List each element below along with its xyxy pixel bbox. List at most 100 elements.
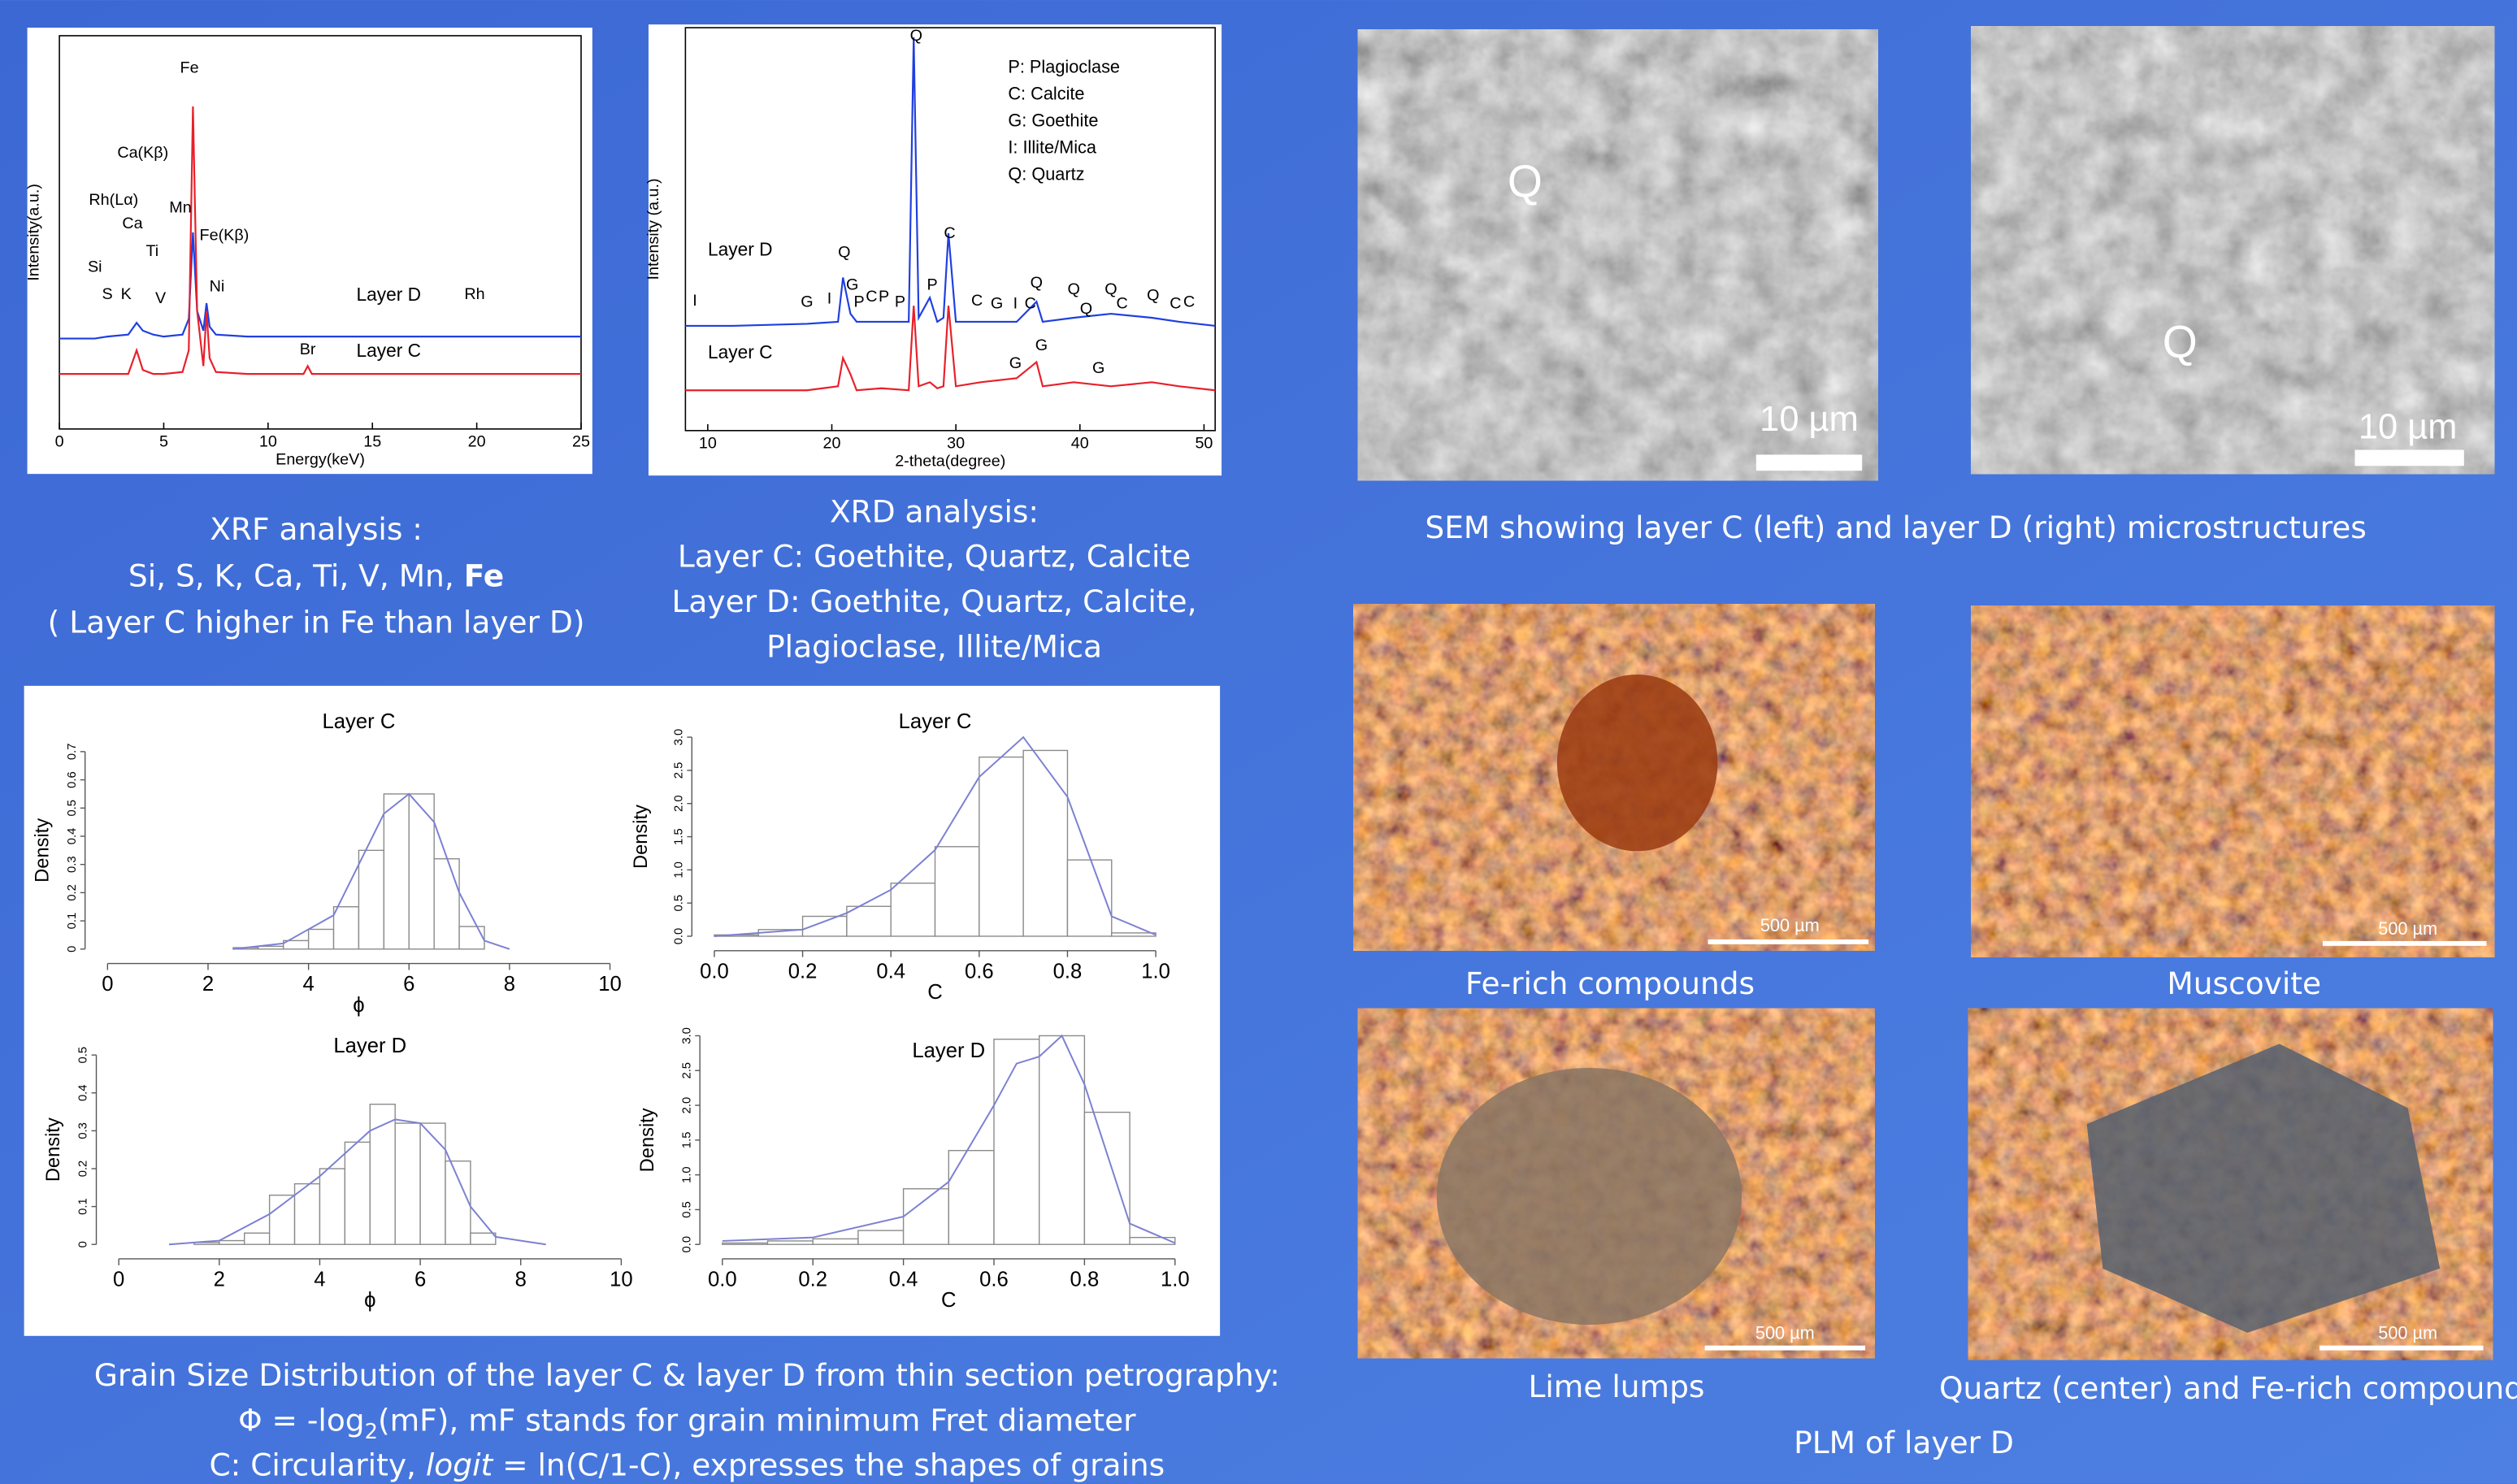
peak-label: G <box>1092 359 1104 377</box>
peak-label: C <box>1183 293 1195 311</box>
x-tick-label: 0 <box>113 1269 124 1291</box>
scale-label: 500 µm <box>1760 915 1820 935</box>
bar <box>813 1239 858 1244</box>
y-tick-label: 0.0 <box>672 928 685 945</box>
plm-title: PLM of layer D <box>1794 1425 2014 1460</box>
y-axis-label: Density <box>637 1108 658 1172</box>
peak-label: C <box>944 224 955 242</box>
bar <box>935 847 979 936</box>
y-tick-label: 0.1 <box>66 913 79 930</box>
x-tick-label: 0.0 <box>700 960 729 983</box>
caption-text: Si, S, K, Ca, Ti, V, Mn, <box>128 558 464 593</box>
y-tick-label: 1.5 <box>672 828 685 845</box>
y-tick-label: 0.7 <box>66 744 79 761</box>
scale-bar <box>2355 450 2464 466</box>
peak-label: P <box>879 288 889 306</box>
caption-text: Fe <box>464 558 505 593</box>
peak-label: P <box>895 293 905 311</box>
chart-title: Layer C <box>323 710 396 733</box>
bar <box>979 757 1023 936</box>
y-tick-label: 0 <box>66 946 79 952</box>
sem-image <box>1971 26 2494 474</box>
x-tick-label: 0.8 <box>1070 1269 1100 1291</box>
peak-label: Rh <box>464 285 484 303</box>
bar <box>309 929 334 948</box>
x-tick-label: 5 <box>159 433 168 451</box>
plm-caption: Lime lumps <box>1528 1369 1704 1404</box>
caption-text: = ln(C/1-C), expresses the shapes of gra… <box>493 1447 1165 1483</box>
scale-bar <box>2320 1346 2483 1351</box>
bar <box>270 1195 295 1245</box>
bar <box>1039 1035 1085 1244</box>
y-axis-label: Density <box>32 818 53 883</box>
bar <box>1112 933 1156 936</box>
chart-title: Layer D <box>912 1039 985 1062</box>
caption-text: C: Circularity, <box>209 1447 425 1483</box>
y-tick-label: 1.5 <box>680 1132 693 1149</box>
peak-label: G <box>801 293 813 311</box>
plm-caption: Quartz (center) and Fe-rich compounds <box>1939 1370 2517 1406</box>
bar <box>858 1230 904 1244</box>
scale-label: 500 µm <box>2378 918 2437 939</box>
bar <box>1084 1113 1130 1245</box>
x-tick-label: 0.4 <box>889 1269 918 1291</box>
caption-text: Φ = -log <box>238 1402 365 1438</box>
chart-title: Layer D <box>333 1035 406 1057</box>
caption-text: logit <box>426 1447 494 1483</box>
scale-bar <box>1708 939 1869 944</box>
slide: Q Q 10 µm 10 µm SEM showing layer C (lef… <box>0 0 2517 1484</box>
peak-label: Q <box>1031 274 1043 292</box>
y-tick-label: 1.0 <box>672 861 685 879</box>
x-tick-label: 4 <box>314 1269 325 1291</box>
y-axis-label: Intensity(a.u.) <box>24 184 42 281</box>
bar <box>994 1039 1039 1244</box>
peak-label: Ni <box>210 277 225 295</box>
peak-label: Si <box>88 258 102 276</box>
x-tick-label: 0.0 <box>708 1269 737 1291</box>
peak-label: C <box>1170 295 1181 313</box>
bar <box>434 859 459 949</box>
x-tick-label: 2 <box>202 973 214 996</box>
peak-label: Q <box>1067 280 1079 298</box>
legend-text: G: Goethite <box>1008 110 1098 130</box>
peak-label: G <box>1035 336 1048 354</box>
peak-label: G <box>846 276 858 293</box>
peak-label: Fe(Kβ) <box>200 227 250 245</box>
plm-caption: Muscovite <box>2167 965 2321 1001</box>
bar <box>1023 750 1067 936</box>
x-tick-label: 0.2 <box>798 1269 827 1291</box>
scale-bar <box>1705 1346 1866 1351</box>
xrf-panel <box>28 28 592 474</box>
grain-caption: Grain Size Distribution of the layer C &… <box>94 1357 1280 1483</box>
peak-label: C <box>1117 295 1128 313</box>
series-label: Layer D <box>708 239 773 260</box>
y-tick-label: 0.6 <box>66 771 79 788</box>
y-tick-label: 0.2 <box>66 884 79 901</box>
x-tick-label: 0.2 <box>788 960 818 983</box>
caption-line: Grain Size Distribution of the layer C &… <box>94 1357 1280 1393</box>
x-tick-label: 0.6 <box>965 960 994 983</box>
peak-label: C <box>971 292 983 310</box>
grain-shape <box>1557 675 1718 851</box>
x-tick-label: 30 <box>947 435 965 453</box>
y-tick-label: 0.3 <box>66 856 79 873</box>
y-tick-label: 0 <box>77 1241 90 1248</box>
x-tick-label: 1.0 <box>1161 1269 1190 1291</box>
bar <box>471 1233 496 1244</box>
sem-label: Q <box>1508 156 1543 206</box>
page: {"chart_data":[ {"type":"line","xlabel":… <box>0 0 2517 1484</box>
y-tick-label: 3.0 <box>680 1027 693 1044</box>
series-label: Layer D <box>356 284 420 305</box>
bar <box>219 1241 245 1245</box>
peak-label: Q <box>1147 287 1159 305</box>
x-axis-label: C <box>927 981 943 1004</box>
caption-text: (mF), mF stands for grain minimum Fret d… <box>378 1402 1136 1438</box>
y-axis-label: Density <box>43 1117 64 1182</box>
bar <box>891 883 935 936</box>
peak-label: S <box>102 285 113 303</box>
legend-text: I: Illite/Mica <box>1008 137 1097 157</box>
plm-image <box>1971 605 2494 957</box>
caption-line: Layer C: Goethite, Quartz, Calcite <box>678 539 1191 575</box>
x-tick-label: 25 <box>572 433 590 451</box>
peak-label: V <box>155 289 167 307</box>
